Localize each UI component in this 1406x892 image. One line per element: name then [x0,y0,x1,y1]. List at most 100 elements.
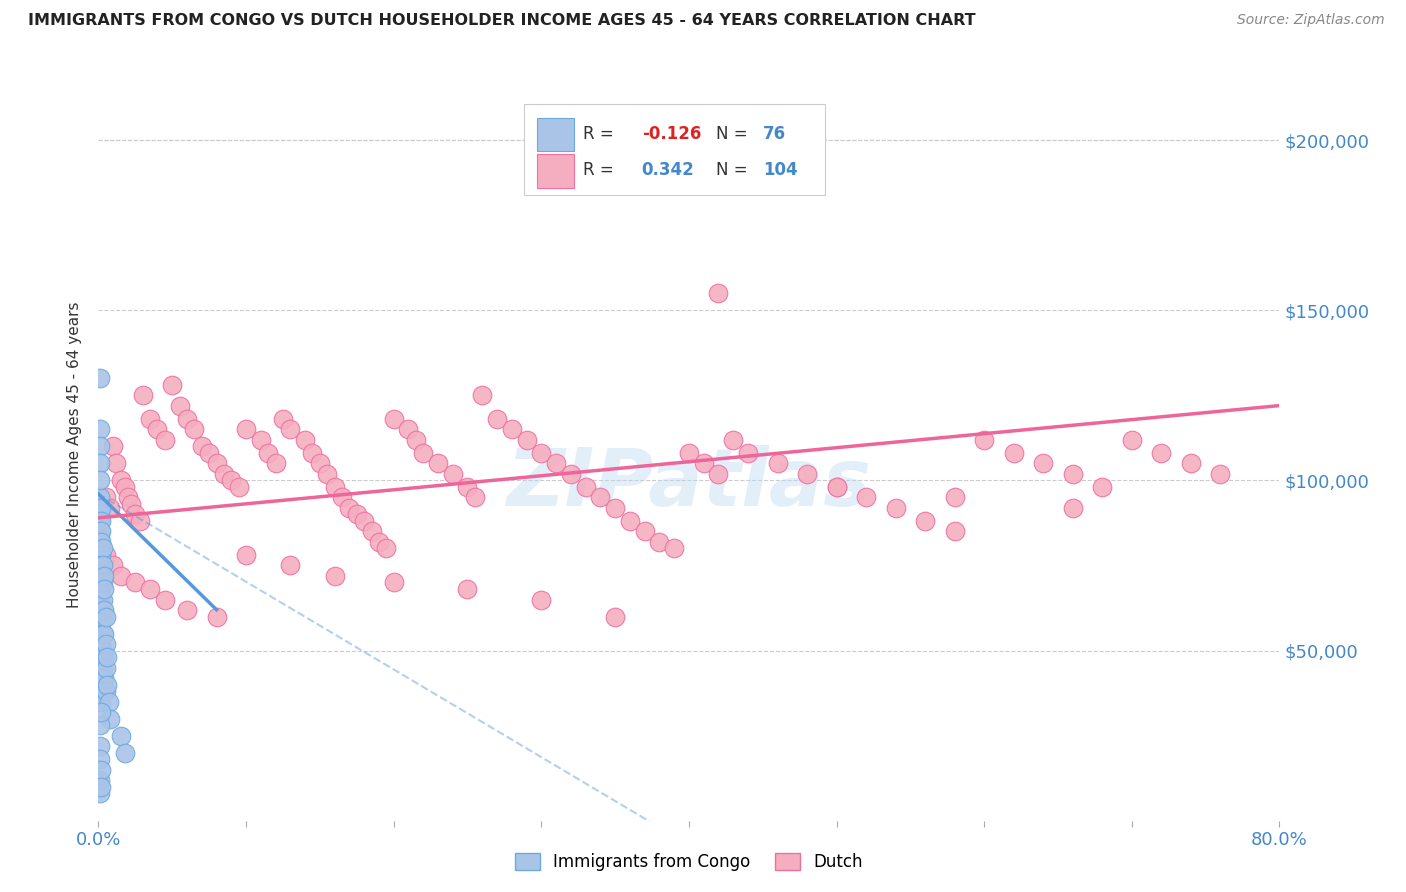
Point [110,474,132,488]
Text: ZIPatlas: ZIPatlas [506,445,872,524]
Point [96,677,118,691]
Point [346,508,368,522]
Point [98,500,121,515]
Point [114,480,136,494]
Point [89,752,111,766]
Point [89,616,111,631]
Point [90,650,112,665]
Point [90,660,112,674]
Point [914,514,936,528]
Point [89,508,111,522]
Point [530,446,553,460]
Point [89,739,111,753]
Point [574,480,596,494]
Point [330,491,353,505]
Point [91,643,114,657]
Y-axis label: Householder Income Ages 45 - 64 years: Householder Income Ages 45 - 64 years [67,301,83,608]
Point [139,582,162,597]
Point [91,660,114,674]
Point [90,684,112,698]
Point [278,422,302,436]
Point [89,558,111,573]
Point [89,491,111,505]
Point [91,677,114,691]
Point [1121,433,1143,447]
Point [90,705,112,719]
Point [93,650,115,665]
Point [93,603,115,617]
Point [89,549,111,563]
Point [205,609,228,624]
Point [124,575,146,590]
Point [515,433,537,447]
Point [89,637,111,651]
Point [176,412,198,426]
Point [90,695,112,709]
Point [1209,467,1232,481]
Point [943,491,966,505]
Point [212,467,235,481]
Point [316,467,339,481]
Point [191,439,214,453]
Point [884,500,907,515]
Point [405,433,427,447]
Point [90,763,112,777]
Point [96,650,118,665]
Text: -0.126: -0.126 [641,125,702,143]
Point [605,609,627,624]
Point [93,626,115,640]
Point [323,480,346,494]
Point [1032,457,1054,471]
Point [198,446,221,460]
Point [825,480,848,494]
Point [323,568,346,582]
Point [250,433,273,447]
Point [90,534,112,549]
Point [94,609,117,624]
Point [110,568,132,582]
Point [103,439,125,453]
Point [1091,480,1114,494]
Point [89,575,111,590]
Point [90,616,112,631]
Point [707,286,730,301]
Point [89,524,111,539]
Point [90,500,112,515]
Point [257,446,280,460]
Point [90,582,112,597]
Point [94,491,117,505]
Point [1002,446,1025,460]
Point [128,514,150,528]
Point [693,457,716,471]
Point [441,467,464,481]
Point [120,497,142,511]
Point [103,558,125,573]
Point [89,718,111,732]
Point [89,514,111,528]
Point [94,660,117,674]
Point [766,457,789,471]
Text: N =: N = [716,161,754,179]
Point [412,446,434,460]
Point [91,575,114,590]
Point [796,467,818,481]
Point [1062,467,1084,481]
Point [560,467,582,481]
Point [464,491,486,505]
Text: 0.342: 0.342 [641,161,695,179]
Text: 104: 104 [763,161,799,179]
Point [633,524,655,539]
Point [396,422,419,436]
Point [264,457,287,471]
FancyBboxPatch shape [523,103,825,195]
Point [90,603,112,617]
Point [301,446,323,460]
Point [89,457,111,471]
Point [353,514,375,528]
Text: R =: R = [582,125,619,143]
Text: 76: 76 [763,125,786,143]
Point [707,467,730,481]
FancyBboxPatch shape [537,118,575,152]
Point [309,457,332,471]
Point [501,422,523,436]
